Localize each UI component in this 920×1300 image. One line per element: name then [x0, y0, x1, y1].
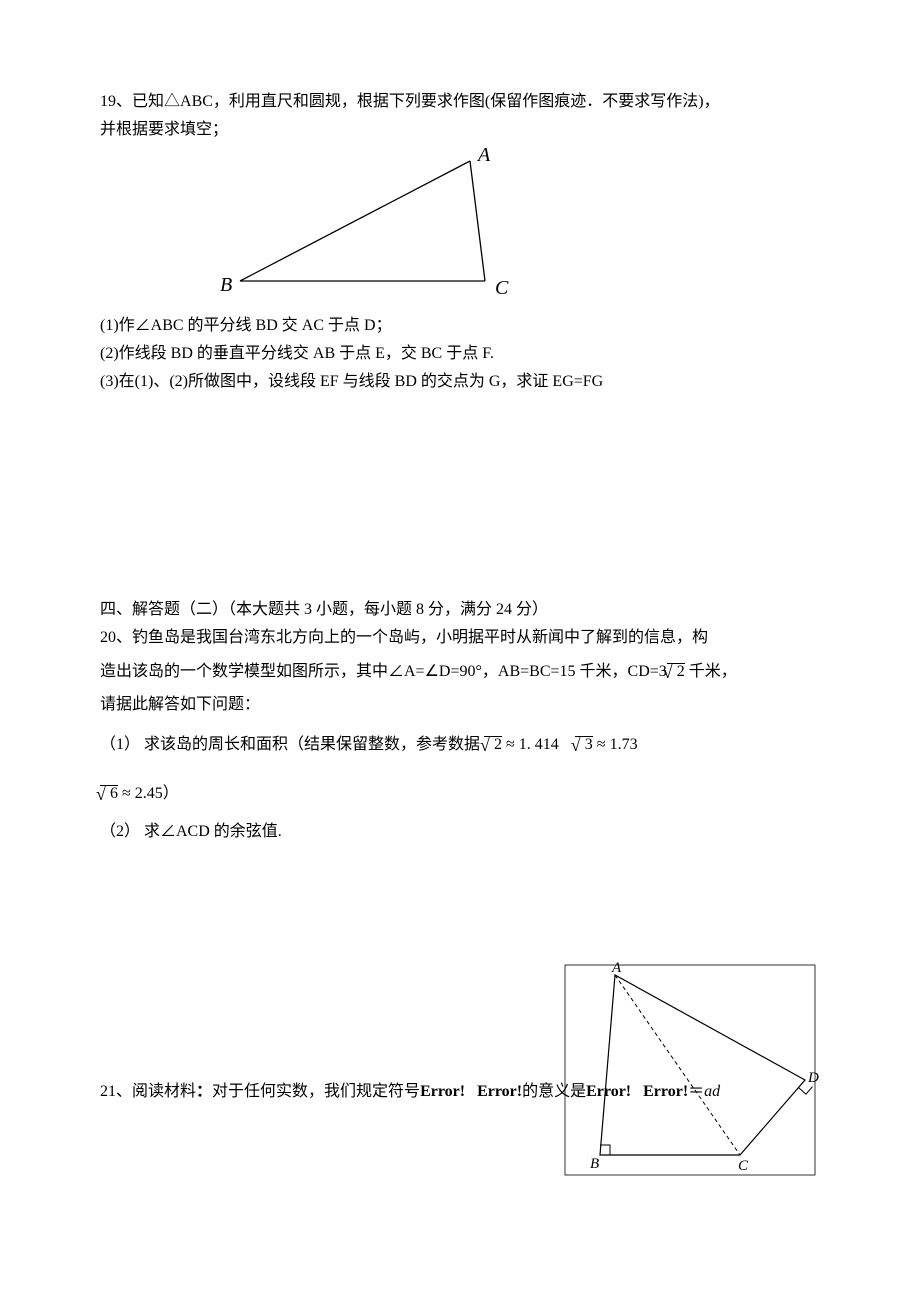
q20-line1: 20、钓鱼岛是我国台湾东北方向上的一个岛屿，小明据平时从新闻中了解到的信息，构 — [100, 626, 820, 650]
q21-colon: ： — [196, 1083, 212, 1100]
q21-error-1: Error! — [420, 1083, 465, 1100]
spacer-1 — [100, 398, 820, 598]
q19-part3: (3)在(1)、(2)所做图中，设线段 EF 与线段 BD 的交点为 G，求证 … — [100, 370, 820, 394]
label-a: A — [476, 146, 491, 166]
right-angle-b-icon — [600, 1145, 610, 1155]
q20-line2-b: 千米， — [685, 663, 737, 680]
q20-line1-text: 钓鱼岛是我国台湾东北方向上的一个岛屿，小明据平时从新闻中了解到的信息，构 — [132, 629, 708, 646]
sqrt2-icon: 2 — [667, 663, 685, 680]
sqrt3-icon: 3 — [575, 736, 593, 753]
q19-stem-a: 已知△ABC，利用直尺和圆规，根据下列要求作图(保留作图痕迹．不要求写作法)， — [132, 93, 720, 110]
diagonal-ac — [615, 975, 740, 1155]
q20-line2-a: 造出该岛的一个数学模型如图所示，其中∠A=∠D=90°，AB=BC=15 千米，… — [100, 663, 667, 680]
q20-p1-apx3: ≈ 2.45 — [118, 785, 163, 802]
label-c2: C — [738, 1158, 749, 1174]
q21-error-2: Error! — [477, 1083, 522, 1100]
q19-stem-b: 并根据要求填空； — [100, 118, 820, 142]
q20-line2: 造出该岛的一个数学模型如图所示，其中∠A=∠D=90°，AB=BC=15 千米，… — [100, 654, 820, 689]
line-ab — [240, 161, 470, 281]
sqrt2-value: 2 — [677, 663, 685, 680]
q20-part2: （2） 求∠ACD 的余弦值. — [100, 820, 820, 844]
q21-text-a: 阅读材料 — [132, 1083, 196, 1100]
q19-part2: (2)作线段 BD 的垂直平分线交 AB 于点 E，交 BC 于点 F. — [100, 342, 820, 366]
sqrt2b-value: 2 — [494, 736, 502, 753]
q20-part1-line2: 6 ≈ 2.45） — [100, 776, 820, 811]
label-b2: B — [590, 1156, 599, 1172]
q20-part1-line1: （1） 求该岛的周长和面积（结果保留整数，参考数据 2 ≈ 1. 414 3 ≈… — [100, 727, 820, 762]
q20-line3: 请据此解答如下问题： — [100, 693, 820, 717]
section4-title: 四、解答题（二）（本大题共 3 小题，每小题 8 分，满分 24 分） — [100, 598, 820, 622]
q20-p1-a: （1） 求该岛的周长和面积（结果保留整数，参考数据 — [100, 736, 484, 753]
label-a2: A — [611, 960, 622, 976]
q19-triangle-figure: A B C — [220, 146, 530, 306]
q19-number: 19、 — [100, 93, 132, 110]
q19-stem: 19、已知△ABC，利用直尺和圆规，根据下列要求作图(保留作图痕迹．不要求写作法… — [100, 90, 820, 114]
sqrt6-value: 6 — [110, 785, 118, 802]
sqrt6-icon: 6 — [100, 785, 118, 802]
q20-number: 20、 — [100, 629, 132, 646]
label-d2: D — [807, 1070, 819, 1086]
sqrt2b-icon: 2 — [484, 736, 502, 753]
q21-text-b: 对于任何实数，我们规定符号 — [212, 1083, 420, 1100]
q20-island-figure: A B C D — [560, 960, 820, 1180]
q20-p1-apx2: ≈ 1.73 — [593, 736, 638, 753]
figure-border — [565, 965, 815, 1175]
q21-number: 21、 — [100, 1083, 132, 1100]
q20-p1-close: ） — [163, 785, 179, 802]
line-ca — [470, 161, 485, 281]
q20-p1-apx1: ≈ 1. 414 — [502, 736, 559, 753]
sqrt3-value: 3 — [585, 736, 593, 753]
label-c: C — [495, 277, 509, 299]
label-b: B — [220, 274, 232, 296]
triangle-lines — [240, 161, 485, 281]
island-quad — [600, 975, 805, 1155]
q19-part1: (1)作∠ABC 的平分线 BD 交 AC 于点 D； — [100, 314, 820, 338]
